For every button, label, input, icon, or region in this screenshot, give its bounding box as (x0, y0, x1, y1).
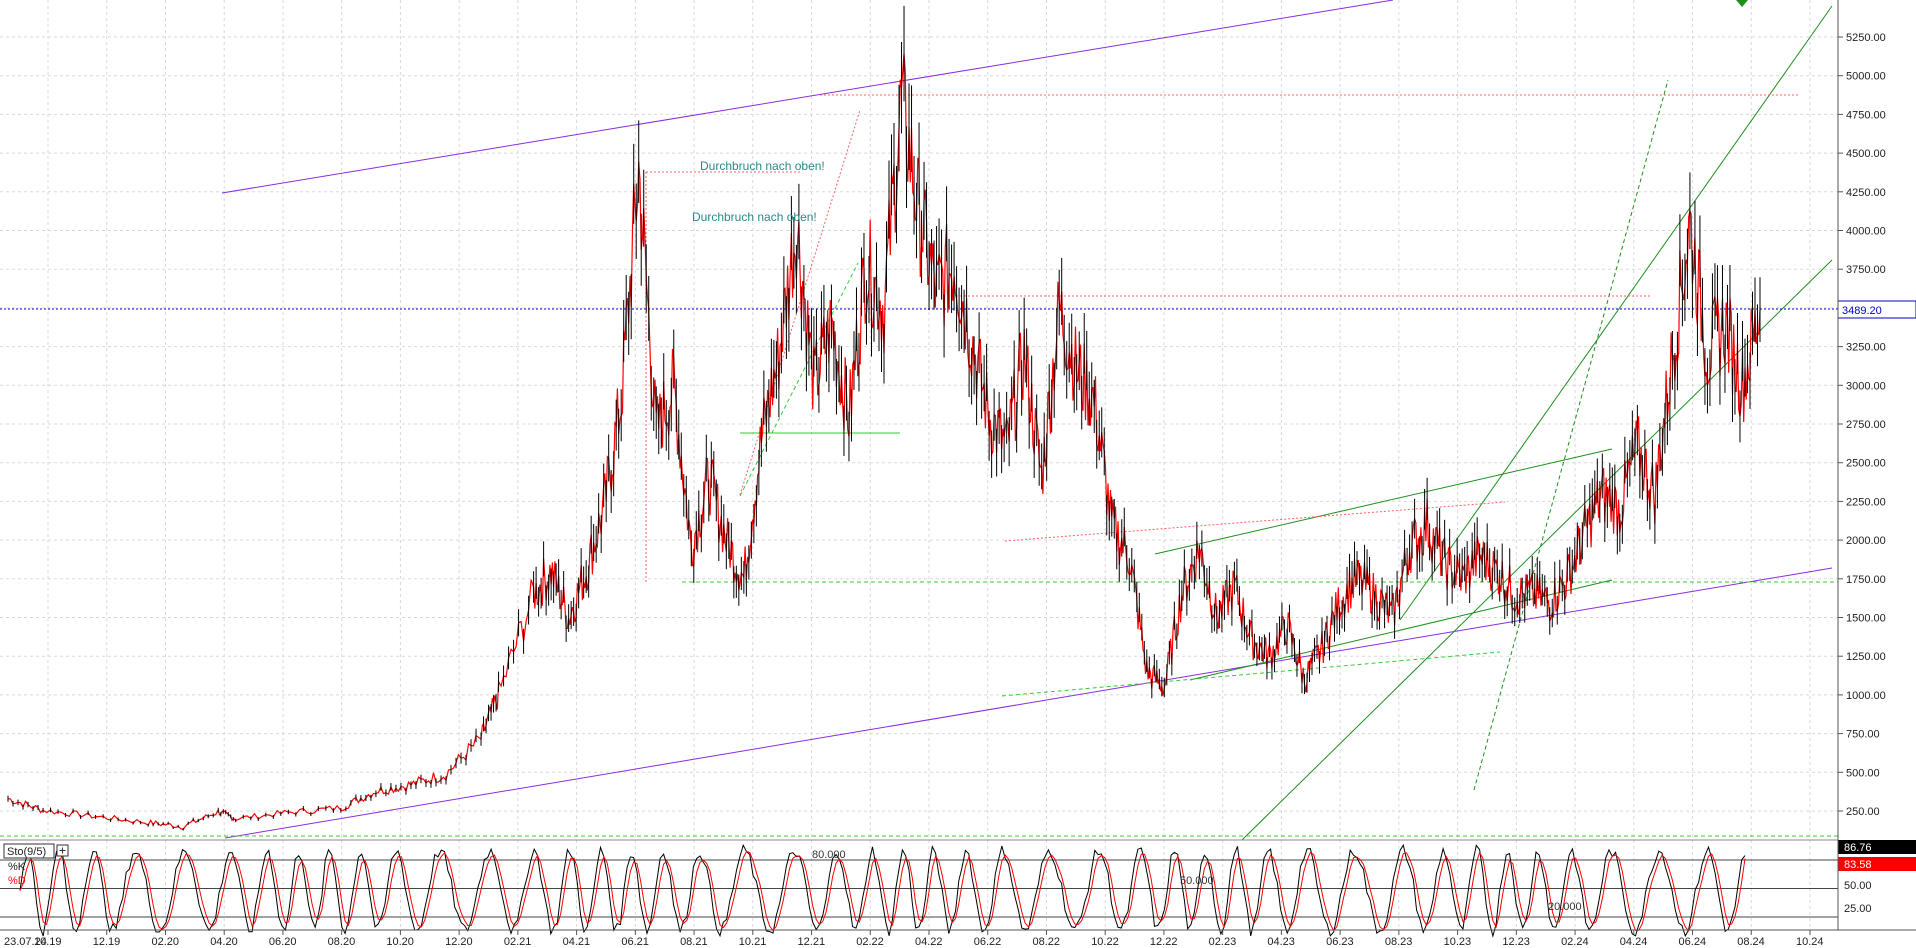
level-20-label: 20.000 (1548, 901, 1582, 913)
x-tick-label: 10.21 (739, 936, 767, 948)
red-dotted-steep (739, 109, 861, 496)
x-tick-label: 12.22 (1150, 936, 1178, 948)
annotation-breakout-2: Durchbruch nach oben! (692, 210, 817, 224)
legend-d: %D (8, 875, 26, 887)
stochastic-panel: Sto(9/5) %K %D 80.000 50.000 20.000 86.7… (0, 839, 1916, 939)
price-series (7, 5, 1761, 831)
x-tick-label: 04.23 (1267, 936, 1295, 948)
y-tick-label: 5000.00 (1846, 71, 1886, 83)
x-tick-label: 06.24 (1679, 936, 1707, 948)
x-tick-label: 12.21 (798, 936, 826, 948)
x-tick-label: 10.23 (1444, 936, 1472, 948)
y-tick-label: 1250.00 (1846, 651, 1886, 663)
grid (0, 0, 1838, 930)
x-tick-label: 04.22 (915, 936, 943, 948)
legend-k: %K (8, 861, 26, 873)
sto-d-value: 83.58 (1844, 859, 1872, 871)
x-tick-label: 06.23 (1326, 936, 1354, 948)
y-tick-label: 3000.00 (1846, 380, 1886, 392)
x-tick-label: 02.24 (1561, 936, 1589, 948)
x-tick-label: 10.19 (34, 936, 62, 948)
x-tick-label: 06.22 (974, 936, 1002, 948)
sto-k-line (19, 843, 1746, 939)
y-tick-label: 2250.00 (1846, 496, 1886, 508)
level-80-label: 80.000 (812, 849, 846, 861)
x-tick-label: 04.24 (1620, 936, 1648, 948)
sto-tick-25: 25.00 (1844, 903, 1872, 915)
x-tick-label: 02.21 (504, 936, 532, 948)
y-tick-label: 2000.00 (1846, 535, 1886, 547)
sto-k-tag: 86.76 (1838, 840, 1916, 854)
x-tick-label: 02.23 (1209, 936, 1237, 948)
red-dotted-2000 (1004, 501, 1506, 542)
y-tick-label: 250.00 (1846, 806, 1880, 818)
upper-purple-trendline (221, 0, 1394, 194)
sto-d-line (19, 850, 1746, 932)
down-triangle-icon[interactable] (1736, 0, 1748, 7)
x-tick-label: 12.19 (93, 936, 121, 948)
price-y-axis: 250.00 500.00 750.00 1000.00 1250.00 1500.00 1… (1838, 32, 1886, 818)
lower-purple-trendline (224, 567, 1833, 839)
sto-d-tag: 83.58 (1838, 857, 1916, 871)
x-tick-label: 04.21 (563, 936, 591, 948)
x-tick-label: 02.22 (856, 936, 884, 948)
y-tick-label: 750.00 (1846, 729, 1880, 741)
y-tick-label: 1000.00 (1846, 690, 1886, 702)
sto-k-value: 86.76 (1844, 842, 1872, 854)
level-50-label: 50.000 (1180, 875, 1214, 887)
stochastic-title: Sto(9/5) (7, 846, 46, 858)
y-tick-label: 5250.00 (1846, 32, 1886, 44)
y-tick-label: 2500.00 (1846, 458, 1886, 470)
x-tick-label: 08.24 (1737, 936, 1765, 948)
x-tick-label: 12.20 (445, 936, 473, 948)
x-tick-label: 12.23 (1502, 936, 1530, 948)
sto-tick-50: 50.00 (1844, 880, 1872, 892)
y-tick-label: 4750.00 (1846, 109, 1886, 121)
x-tick-label: 08.23 (1385, 936, 1413, 948)
y-tick-label: 3250.00 (1846, 342, 1886, 354)
y-tick-label: 4500.00 (1846, 148, 1886, 160)
y-tick-label: 4000.00 (1846, 226, 1886, 238)
y-tick-label: 1750.00 (1846, 574, 1886, 586)
x-tick-label: 02.20 (151, 936, 179, 948)
x-tick-label: 23.07.24 (4, 936, 47, 948)
x-tick-label: 06.21 (621, 936, 649, 948)
x-tick-label: 08.20 (328, 936, 356, 948)
y-tick-label: 4250.00 (1846, 187, 1886, 199)
x-tick-label: 10.22 (1091, 936, 1119, 948)
y-tick-label: 1500.00 (1846, 613, 1886, 625)
green-dotted-steep (1473, 79, 1669, 791)
green-line-a (1154, 448, 1613, 555)
x-tick-label: 06.20 (269, 936, 297, 948)
x-tick-label: 10.20 (386, 936, 414, 948)
x-tick-label: 04.20 (210, 936, 238, 948)
last-price-tag: 3489.20 (1837, 300, 1916, 319)
y-tick-label: 3750.00 (1846, 264, 1886, 276)
x-tick-label: 08.21 (680, 936, 708, 948)
stochastic-legend: Sto(9/5) %K %D (3, 843, 69, 887)
annotation-breakout-1: Durchbruch nach oben! (700, 159, 825, 173)
y-tick-label: 2750.00 (1846, 419, 1886, 431)
x-tick-label: 10.24 (1796, 936, 1824, 948)
last-price-label: 3489.20 (1842, 305, 1882, 317)
y-tick-label: 500.00 (1846, 767, 1880, 779)
annotations: Durchbruch nach oben! Durchbruch nach ob… (692, 159, 825, 224)
green-dotted-22 (1001, 651, 1501, 697)
trendlines (0, 0, 1838, 841)
green-channel-upper (1399, 5, 1833, 621)
x-tick-label: 08.22 (1032, 936, 1060, 948)
